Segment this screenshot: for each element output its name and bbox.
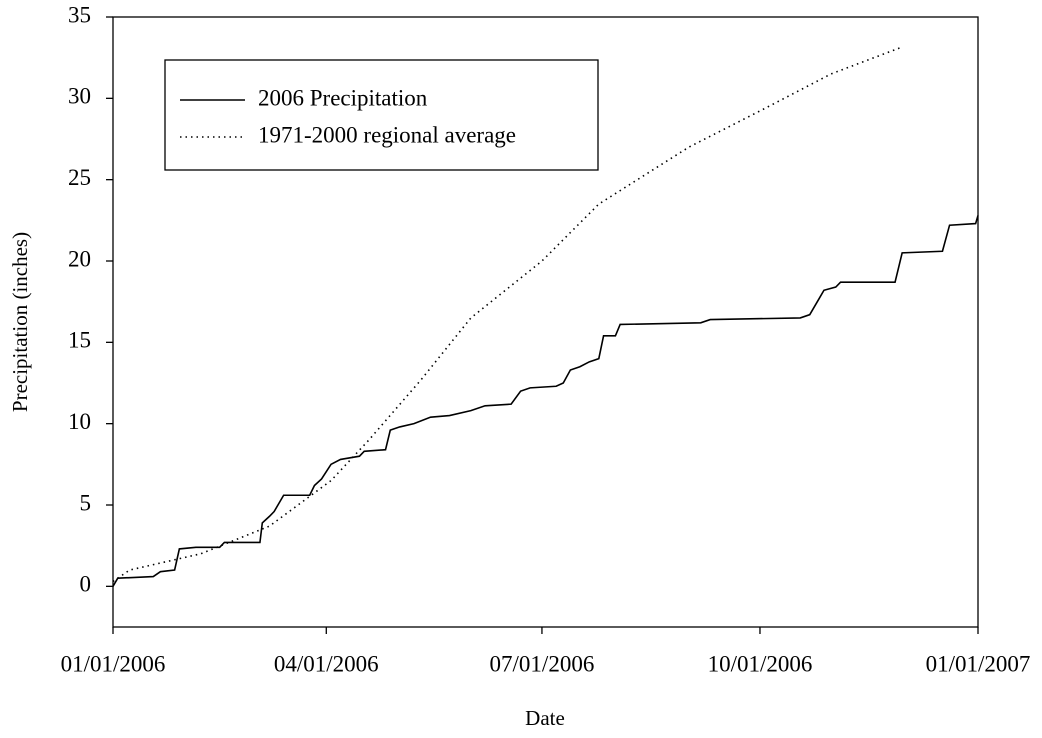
series-line	[112, 47, 901, 583]
x-tick-label: 01/01/2007	[926, 651, 1031, 676]
y-tick-label: 15	[68, 328, 91, 353]
y-axis-label: Precipitation (inches)	[8, 232, 32, 412]
series-line	[112, 215, 979, 587]
y-tick-label: 30	[68, 84, 91, 109]
y-tick-label: 10	[68, 409, 91, 434]
y-tick-label: 5	[80, 490, 92, 515]
x-tick-label: 10/01/2006	[708, 651, 813, 676]
y-tick-label: 20	[68, 246, 91, 271]
legend-label: 1971-2000 regional average	[258, 122, 516, 147]
legend-label: 2006 Precipitation	[258, 85, 428, 110]
x-tick-label: 01/01/2006	[61, 651, 166, 676]
x-tick-label: 04/01/2006	[274, 651, 379, 676]
x-axis-label: Date	[525, 706, 565, 730]
x-tick-label: 07/01/2006	[490, 651, 595, 676]
y-tick-label: 35	[68, 2, 91, 27]
y-tick-label: 0	[80, 572, 92, 597]
y-tick-label: 25	[68, 165, 91, 190]
legend-box	[164, 59, 599, 171]
plot-frame	[112, 16, 979, 628]
